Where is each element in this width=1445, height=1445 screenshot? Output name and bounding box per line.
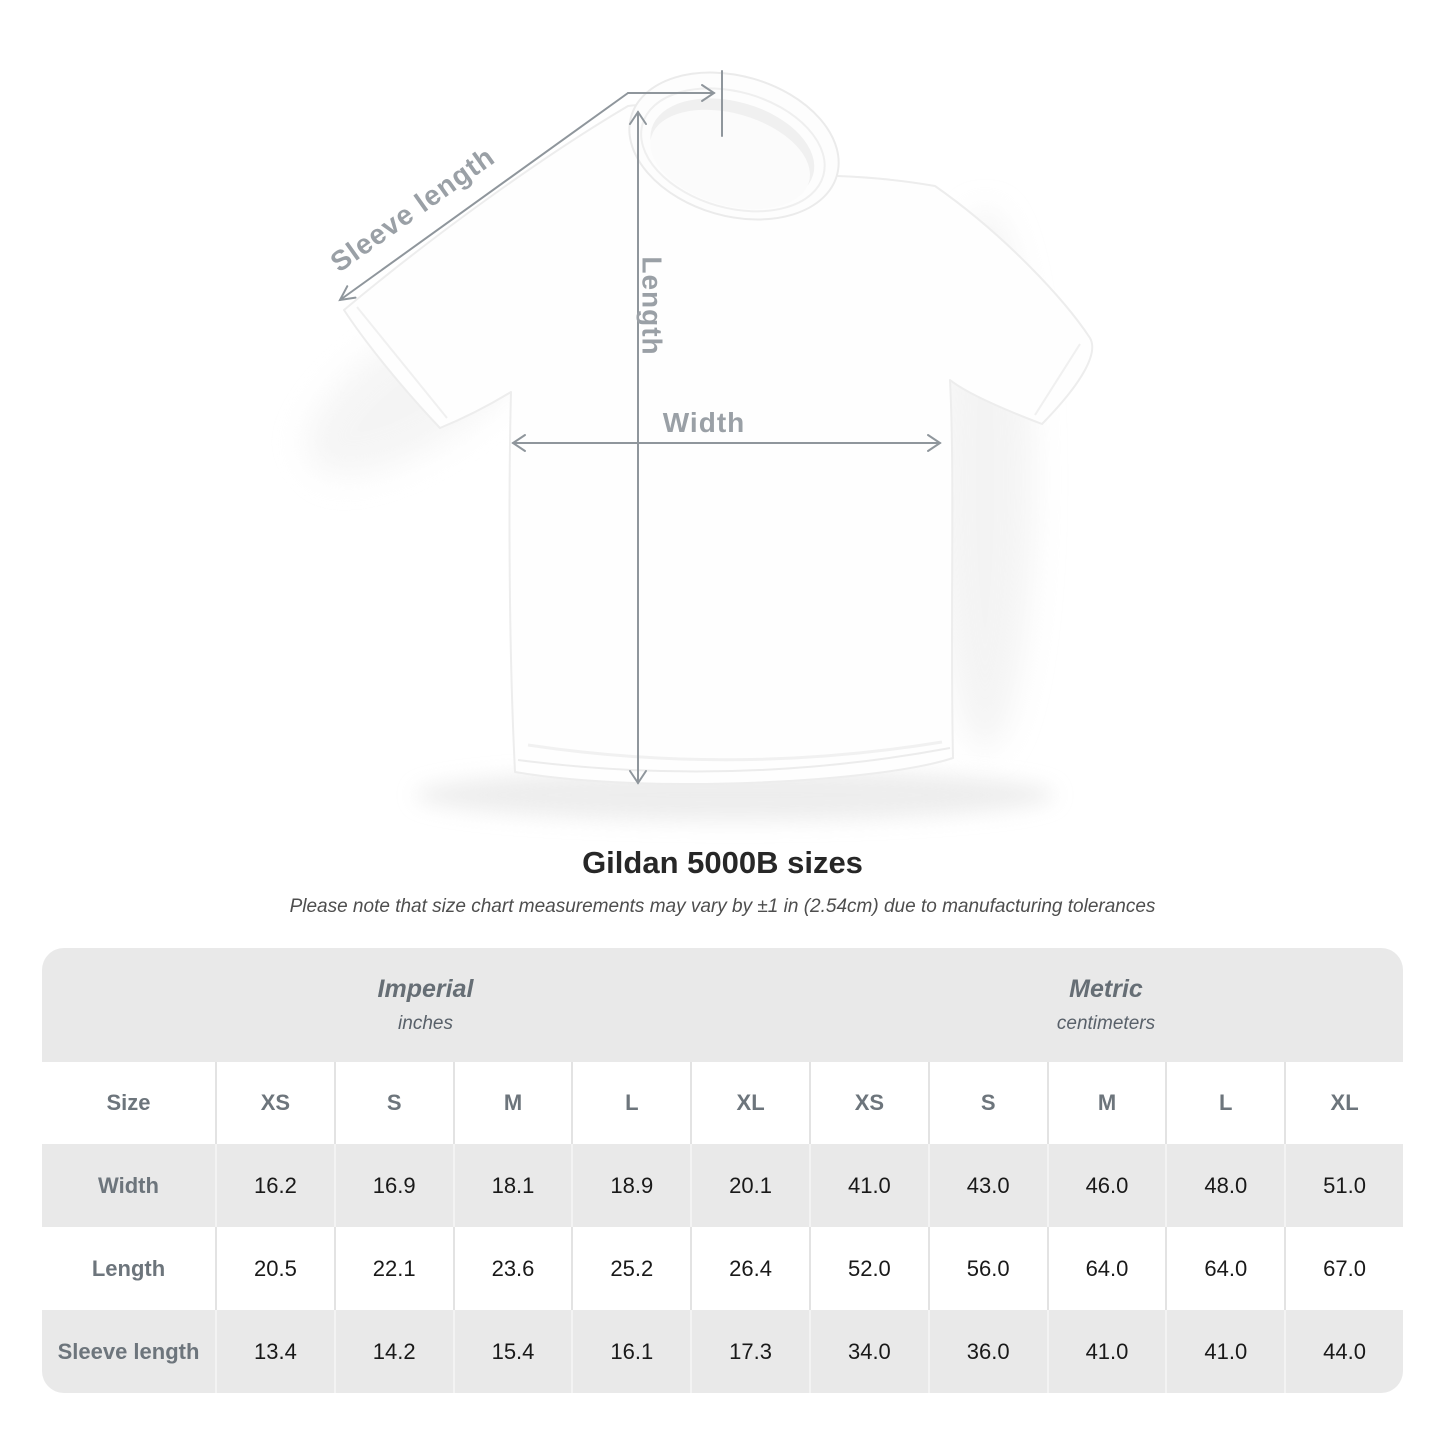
imperial-group-header: Imperial inches <box>42 948 809 1062</box>
length-metric-l: 64.0 <box>1165 1227 1285 1310</box>
length-metric-s: 56.0 <box>927 1227 1047 1310</box>
row-label-width: Width <box>42 1144 215 1227</box>
length-metric-xl: 67.0 <box>1284 1227 1403 1310</box>
sleeve-metric-s: 36.0 <box>927 1310 1047 1393</box>
width-metric-l: 48.0 <box>1165 1144 1285 1227</box>
width-arrowhead-left <box>511 434 526 452</box>
length-imperial-l: 25.2 <box>571 1227 691 1310</box>
tolerance-note: Please note that size chart measurements… <box>289 896 1156 917</box>
right-sleeve-seam <box>1034 343 1081 416</box>
size-column-header: Size <box>42 1062 215 1144</box>
length-imperial-m: 23.6 <box>452 1227 572 1310</box>
sleeve-length-arrowhead <box>338 285 357 302</box>
sleeve-imperial-s: 14.2 <box>333 1310 453 1393</box>
size-header-imperial-m: M <box>452 1062 572 1144</box>
length-metric-xs: 52.0 <box>808 1227 928 1310</box>
size-header-metric-m: M <box>1046 1062 1166 1144</box>
length-imperial-xl: 26.4 <box>690 1227 809 1310</box>
length-arrowhead-top <box>629 110 647 125</box>
sleeve-metric-xs: 34.0 <box>808 1310 928 1393</box>
tshirt-measurement-diagram: Sleeve length Length Width <box>306 70 1094 821</box>
size-header-imperial-xs: XS <box>215 1062 334 1144</box>
length-arrowhead-bottom <box>629 770 647 785</box>
width-label: Width <box>663 407 746 438</box>
size-header-metric-xl: XL <box>1284 1062 1403 1144</box>
shoulder-arrowhead <box>701 84 716 102</box>
size-header-metric-s: S <box>927 1062 1047 1144</box>
width-imperial-s: 16.9 <box>333 1144 453 1227</box>
size-header-imperial-xl: XL <box>690 1062 809 1144</box>
sleeve-length-arrow <box>339 92 629 301</box>
size-table-container: Imperial inches Metric centimeters Size … <box>42 948 1403 1393</box>
page-title: Gildan 5000B sizes <box>582 845 863 880</box>
size-header-imperial-s: S <box>333 1062 453 1144</box>
hem-wrinkle <box>527 740 943 762</box>
length-imperial-s: 22.1 <box>333 1227 453 1310</box>
metric-group-name: Metric <box>1069 975 1143 1003</box>
length-label: Length <box>637 256 668 355</box>
table-row-width: Width 16.2 16.9 18.1 18.9 20.1 41.0 43.0… <box>42 1144 1403 1227</box>
size-header-imperial-l: L <box>571 1062 691 1144</box>
imperial-group-unit: inches <box>398 1013 453 1034</box>
metric-group-header: Metric centimeters <box>808 948 1403 1062</box>
size-header-row: Size XS S M L XL XS S M L XL <box>42 1062 1403 1144</box>
table-row-sleeve-length: Sleeve length 13.4 14.2 15.4 16.1 17.3 3… <box>42 1310 1403 1393</box>
tshirt-ground-shadow <box>415 769 1055 821</box>
sleeve-imperial-xl: 17.3 <box>690 1310 809 1393</box>
length-metric-m: 64.0 <box>1046 1227 1166 1310</box>
size-header-metric-l: L <box>1165 1062 1285 1144</box>
width-metric-xl: 51.0 <box>1284 1144 1403 1227</box>
sleeve-metric-xl: 44.0 <box>1284 1310 1403 1393</box>
width-arrowhead-right <box>927 434 942 452</box>
measurement-arrows <box>338 70 942 785</box>
left-sleeve-seam <box>356 306 448 419</box>
size-table: Imperial inches Metric centimeters Size … <box>42 948 1403 1393</box>
hem-seam <box>517 747 951 773</box>
width-imperial-m: 18.1 <box>452 1144 572 1227</box>
unit-group-header-row: Imperial inches Metric centimeters <box>42 948 1403 1062</box>
size-header-metric-xs: XS <box>808 1062 928 1144</box>
width-metric-xs: 41.0 <box>808 1144 928 1227</box>
metric-group-unit: centimeters <box>1056 1013 1156 1034</box>
sleeve-imperial-l: 16.1 <box>571 1310 691 1393</box>
width-metric-s: 43.0 <box>927 1144 1047 1227</box>
row-label-sleeve-length: Sleeve length <box>42 1310 215 1393</box>
width-imperial-xl: 20.1 <box>690 1144 809 1227</box>
width-metric-m: 46.0 <box>1046 1144 1166 1227</box>
sleeve-metric-m: 41.0 <box>1046 1310 1166 1393</box>
sleeve-imperial-m: 15.4 <box>452 1310 572 1393</box>
width-imperial-xs: 16.2 <box>215 1144 334 1227</box>
tshirt-diagram-svg: Sleeve length Length Width <box>306 70 1094 821</box>
length-imperial-xs: 20.5 <box>215 1227 334 1310</box>
sleeve-metric-l: 41.0 <box>1165 1310 1285 1393</box>
width-imperial-l: 18.9 <box>571 1144 691 1227</box>
tshirt-body <box>343 103 1094 786</box>
sleeve-imperial-xs: 13.4 <box>215 1310 334 1393</box>
imperial-group-name: Imperial <box>377 975 474 1003</box>
row-label-length: Length <box>42 1227 215 1310</box>
tshirt-collar <box>628 71 840 221</box>
table-row-length: Length 20.5 22.1 23.6 25.2 26.4 52.0 56.… <box>42 1227 1403 1310</box>
